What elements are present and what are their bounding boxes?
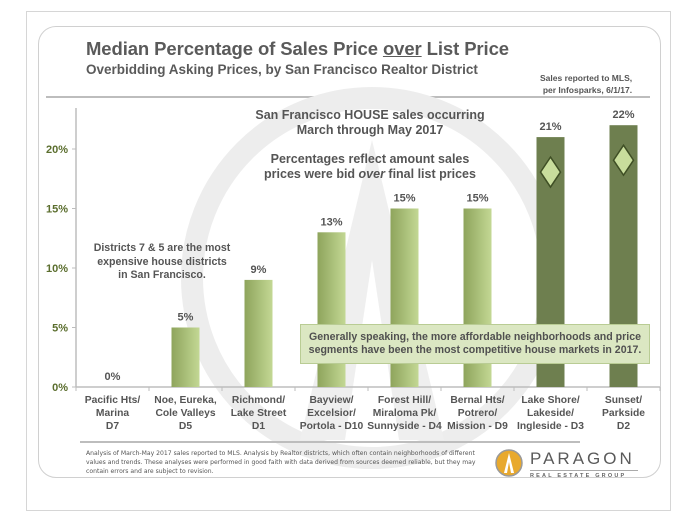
percent-note: Percentages reflect amount sales prices … — [230, 152, 510, 182]
data-label: 21% — [539, 121, 561, 133]
x-tick-label: Pacific Hts/ — [85, 395, 141, 406]
x-tick-label: Richmond/ — [232, 395, 285, 406]
logo-divider — [530, 470, 638, 471]
callout-line: Generally speaking, the more affordable … — [308, 331, 641, 343]
x-tick-label: Sunset/ — [605, 395, 642, 406]
x-tick-labels: Pacific Hts/Marina D7 Noe, Eureka, Cole Val… — [85, 395, 645, 432]
x-tick-label: Mission - D9 — [447, 421, 508, 432]
data-label: 15% — [466, 193, 488, 205]
expensive-note-line: expensive house districts — [97, 255, 227, 268]
title-text-start: Median Percentage of Sales Price — [86, 38, 383, 59]
data-label: 22% — [612, 109, 634, 121]
source-note-line: per Infosparks, 6/1/17. — [542, 85, 633, 95]
y-tick-label: 5% — [52, 323, 68, 335]
source-note-line: Sales reported to MLS, — [540, 73, 633, 83]
y-tick-label: 10% — [46, 263, 68, 275]
diamond-marker — [612, 143, 635, 177]
data-label: 13% — [320, 216, 342, 228]
percent-note-line: Percentages reflect amount sales — [270, 152, 470, 166]
percent-note-text: final list prices — [384, 167, 476, 181]
title-text-underlined: over — [382, 38, 422, 59]
x-tick-label: D7 — [106, 421, 119, 432]
data-label: 9% — [251, 264, 267, 276]
x-tick-label: Portola - D10 — [300, 421, 364, 432]
title-text-end: List Price — [421, 38, 509, 59]
x-tick-label: Forest Hill/ — [378, 395, 431, 406]
x-tick-label: D2 — [617, 421, 630, 432]
x-tick-label: Lake Street — [231, 408, 287, 419]
x-tick-label: Potrero/ — [458, 408, 498, 419]
x-tick-label: Parkside — [602, 408, 645, 419]
data-label: 5% — [178, 312, 194, 324]
y-tick-label: 0% — [52, 382, 68, 394]
top-note-line: March through May 2017 — [296, 123, 444, 137]
x-tick-label: Lake Shore/ — [521, 395, 580, 406]
top-note: San Francisco HOUSE sales occurring Marc… — [230, 108, 510, 138]
bar — [171, 327, 200, 387]
bar — [244, 279, 273, 387]
x-tick-label: Marina — [96, 408, 129, 419]
paragon-logo-icon — [495, 449, 523, 477]
footer-divider — [80, 441, 580, 443]
diamond-marker — [539, 155, 562, 189]
data-label: 15% — [393, 193, 415, 205]
x-tick-label: D1 — [252, 421, 265, 432]
x-tick-label: Bernal Hts/ — [450, 395, 504, 406]
percent-note-italic: over — [358, 167, 385, 181]
x-tick-label: Bayview/ — [309, 395, 353, 406]
callout-line: segments have been the most competitive … — [308, 344, 642, 356]
x-tick-label: Miraloma Pk/ — [373, 408, 437, 419]
x-tick-label: Sunnyside - D4 — [367, 421, 442, 432]
y-tick-label: 15% — [46, 204, 68, 216]
expensive-districts-note: Districts 7 & 5 are the most expensive h… — [82, 242, 242, 283]
percent-note-text: prices were bid — [264, 167, 359, 181]
expensive-note-line: in San Francisco. — [118, 269, 206, 281]
expensive-note-line: Districts 7 & 5 are the most — [93, 242, 231, 254]
source-note: Sales reported to MLS, per Infosparks, 6… — [540, 72, 632, 96]
data-label: 0% — [105, 371, 121, 383]
x-tick-label: Ingleside - D3 — [517, 421, 584, 432]
data-labels: 0% 5% 9% 13% 15% 15% 21% 22% — [105, 109, 635, 383]
chart-subtitle: Overbidding Asking Prices, by San Franci… — [86, 62, 478, 77]
callout-box: Generally speaking, the more affordable … — [300, 324, 650, 364]
y-tick-label: 20% — [46, 144, 68, 156]
x-tick-label: Lakeside/ — [527, 408, 574, 419]
chart-title: Median Percentage of Sales Price over Li… — [86, 38, 509, 60]
x-tick-label: Excelsior/ — [307, 408, 356, 419]
top-note-line: San Francisco HOUSE sales occurring — [255, 108, 485, 122]
x-tick-label: Noe, Eureka, — [154, 395, 217, 406]
logo-name: PARAGON — [530, 449, 635, 468]
footnote: Analysis of March-May 2017 sales reporte… — [86, 450, 476, 475]
x-tick-label: D5 — [179, 421, 192, 432]
x-tick-label: Cole Valleys — [155, 408, 215, 419]
percent-note-line: prices were bid over final list prices — [230, 167, 510, 182]
logo-tagline: REAL ESTATE GROUP — [530, 473, 627, 479]
